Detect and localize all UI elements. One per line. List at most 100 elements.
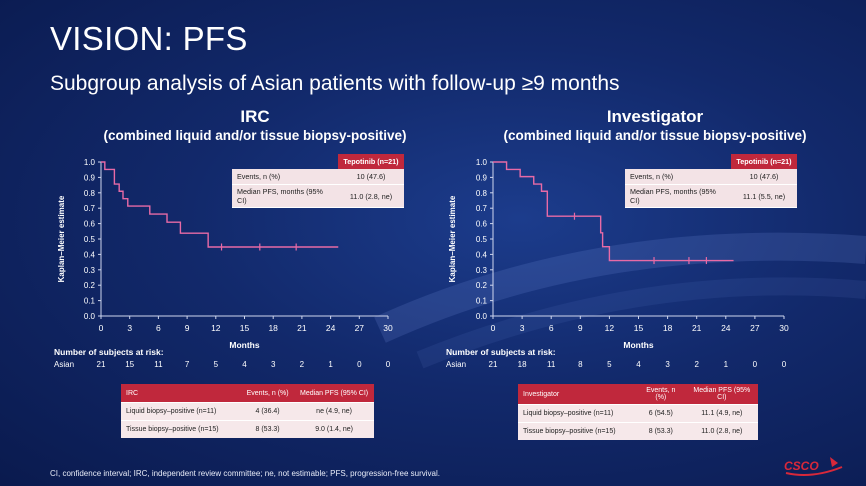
y-tick-label: 0.6 <box>84 220 96 229</box>
subgroup-cell: 4 (36.4) <box>241 402 295 421</box>
risk-count: 4 <box>636 360 641 369</box>
left-risk-row-label: Asian <box>54 360 75 369</box>
risk-count: 0 <box>385 360 391 369</box>
x-tick-label: 15 <box>240 323 250 333</box>
subgroup-cell: 8 (53.3) <box>241 420 295 438</box>
subgroup-cell: ne (4.9, ne) <box>294 402 374 421</box>
x-tick-label: 15 <box>634 323 644 333</box>
risk-count: 5 <box>213 360 219 369</box>
x-tick-label: 0 <box>99 323 104 333</box>
y-tick-label: 1.0 <box>476 158 488 167</box>
right-inset-table: Tepotinib (n=21) Events, n (%) 10 (47.6)… <box>625 154 797 208</box>
risk-count: 0 <box>781 360 787 369</box>
subgroup-cell: 11.0 (2.8, ne) <box>685 422 758 440</box>
x-tick-label: 9 <box>578 323 583 333</box>
left-panel-heading: IRC (combined liquid and/or tissue biops… <box>60 107 450 145</box>
subgroup-header: Events, n (%) <box>241 384 295 403</box>
right-panel-title: Investigator <box>606 107 704 126</box>
subgroup-cell: Tissue biopsy–positive (n=15) <box>121 420 241 438</box>
x-tick-label: 12 <box>605 323 615 333</box>
y-tick-label: 0.2 <box>84 281 96 290</box>
left-risk-title: Number of subjects at risk: <box>54 347 164 357</box>
subgroup-cell: 8 (53.3) <box>636 422 686 440</box>
x-tick-label: 3 <box>127 323 132 333</box>
y-tick-label: 0.9 <box>84 173 96 182</box>
y-axis-label: Kaplan–Meier estimate <box>448 195 457 282</box>
risk-count: 3 <box>665 360 670 369</box>
x-tick-label: 18 <box>663 323 673 333</box>
slide-subtitle: Subgroup analysis of Asian patients with… <box>50 72 620 95</box>
inset-value: 11.1 (5.5, ne) <box>731 184 797 208</box>
x-tick-label: 30 <box>383 323 393 333</box>
subgroup-cell: 6 (54.5) <box>636 404 686 423</box>
slide-title: VISION: PFS <box>50 20 248 57</box>
y-tick-label: 0.4 <box>84 250 96 259</box>
subgroup-header: Median PFS (95% CI) <box>294 384 374 403</box>
risk-title: Number of subjects at risk: <box>446 347 556 357</box>
y-tick-label: 0.5 <box>84 235 96 244</box>
y-tick-label: 0.1 <box>84 297 96 306</box>
y-tick-label: 0.3 <box>84 266 96 275</box>
left-inset-table: Tepotinib (n=21) Events, n (%) 10 (47.6)… <box>232 154 404 208</box>
risk-count: 4 <box>242 360 247 369</box>
x-tick-label: 27 <box>750 323 760 333</box>
y-tick-label: 0.5 <box>476 235 488 244</box>
subgroup-cell: Liquid biopsy–positive (n=11) <box>121 402 241 421</box>
inset-blank-cell <box>232 154 338 169</box>
y-tick-label: 0.0 <box>476 312 488 321</box>
right-panel-subtitle: (combined liquid and/or tissue biopsy-po… <box>503 128 807 143</box>
x-tick-label: 21 <box>297 323 307 333</box>
risk-title: Number of subjects at risk: <box>54 347 164 357</box>
y-tick-label: 1.0 <box>84 158 96 167</box>
km-survival-curve <box>493 161 734 262</box>
right-risk-row-label: Asian <box>446 360 467 369</box>
inset-blank-cell <box>625 154 731 169</box>
risk-count: 15 <box>125 360 135 369</box>
y-tick-label: 0.0 <box>84 312 96 321</box>
y-tick-label: 0.7 <box>84 204 96 213</box>
inset-label: Events, n (%) <box>625 169 731 185</box>
y-tick-label: 0.7 <box>476 204 488 213</box>
subgroup-cell: 9.0 (1.4, ne) <box>294 420 374 438</box>
y-tick-label: 0.6 <box>476 220 488 229</box>
x-tick-label: 21 <box>692 323 702 333</box>
risk-count: 0 <box>357 360 362 369</box>
risk-count: 18 <box>517 360 527 369</box>
table-row: Liquid biopsy–positive (n=11) 4 (36.4) n… <box>121 402 374 421</box>
subgroup-header: Investigator <box>518 384 636 405</box>
x-tick-label: 3 <box>520 323 525 333</box>
risk-count: 3 <box>270 360 276 369</box>
subgroup-header: IRC <box>121 384 241 403</box>
inset-label: Events, n (%) <box>232 169 338 185</box>
table-row: Tissue biopsy–positive (n=15) 8 (53.3) 9… <box>121 420 374 438</box>
inset-value: 11.0 (2.8, ne) <box>338 184 404 208</box>
risk-count: 11 <box>547 360 556 369</box>
x-tick-label: 0 <box>491 323 496 333</box>
right-risk-title: Number of subjects at risk: <box>446 347 556 357</box>
svg-text:CSCO: CSCO <box>784 459 819 473</box>
risk-count: 11 <box>154 360 163 369</box>
subgroup-cell: Liquid biopsy–positive (n=11) <box>518 404 636 423</box>
left-panel-title: IRC <box>240 107 270 126</box>
x-tick-label: 6 <box>549 323 554 333</box>
y-axis-label: Kaplan–Meier estimate <box>57 195 66 282</box>
inset-header: Tepotinib (n=21) <box>731 154 797 169</box>
inset-label: Median PFS, months (95% CI) <box>625 184 731 208</box>
risk-count: 0 <box>752 360 758 369</box>
left-panel-subtitle: (combined liquid and/or tissue biopsy-po… <box>103 128 407 143</box>
x-axis-label: Months <box>229 340 259 350</box>
csco-logo: CSCO <box>784 457 843 476</box>
x-axis-label: Months <box>623 340 653 350</box>
y-tick-label: 0.2 <box>476 281 488 290</box>
x-tick-label: 6 <box>156 323 161 333</box>
y-tick-label: 0.1 <box>476 297 488 306</box>
risk-count: 5 <box>607 360 612 369</box>
inset-header: Tepotinib (n=21) <box>338 154 404 169</box>
subgroup-cell: 11.1 (4.9, ne) <box>685 404 758 423</box>
subgroup-cell: Tissue biopsy–positive (n=15) <box>518 422 636 440</box>
risk-count: 21 <box>96 360 106 369</box>
risk-count: 2 <box>299 360 305 369</box>
y-tick-label: 0.3 <box>476 266 488 275</box>
